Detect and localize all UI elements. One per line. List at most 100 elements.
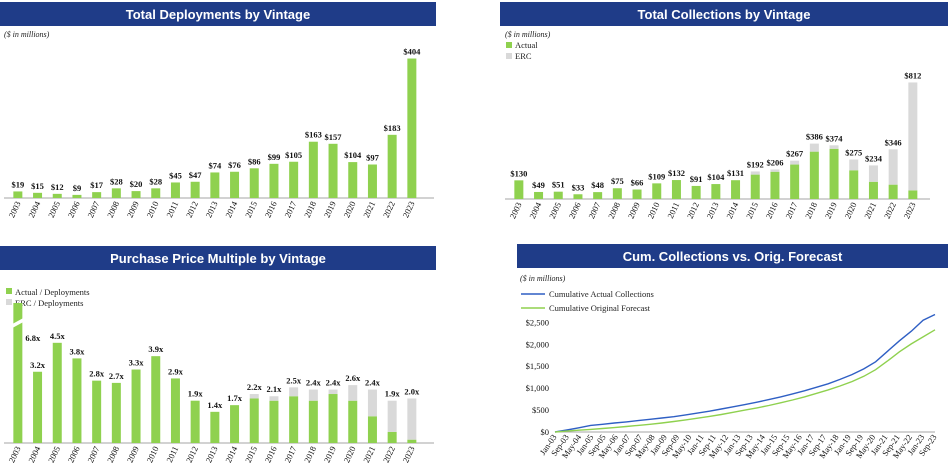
collections-erc-bar-2015: [750, 171, 760, 175]
deployment-bar-2020: [348, 162, 358, 198]
multiple-actual-bar-2021: [367, 416, 377, 443]
deployment-value-label: $20: [130, 179, 143, 189]
multiple-actual-bar-2006: [72, 358, 82, 443]
deployment-value-label: $105: [285, 150, 302, 160]
legend-cum-actual-label: Cumulative Actual Collections: [549, 289, 654, 299]
deployment-bar-2005: [52, 193, 62, 198]
deployment-bar-2014: [230, 171, 240, 198]
deployment-bar-2019: [328, 143, 338, 198]
deployment-value-label: $47: [189, 170, 203, 180]
multiple-erc-bar-2020: [348, 385, 358, 401]
multiple-actual-bar-2015: [249, 398, 259, 443]
deployment-bar-2013: [210, 172, 220, 198]
cumulative-y-tick: $2,000: [526, 339, 549, 349]
collections-total-label: $131: [727, 168, 744, 178]
collections-total-label: $206: [766, 157, 783, 167]
collections-actual-bar-2017: [790, 164, 800, 199]
deployment-value-label: $76: [228, 160, 241, 170]
deployments-units-label: ($ in millions): [4, 30, 50, 39]
multiple-actual-bar-2013: [210, 411, 220, 443]
collections-actual-bar-2016: [770, 171, 780, 199]
deployment-value-label: $17: [90, 180, 104, 190]
legend-cum-forecast-label: Cumulative Original Forecast: [549, 303, 651, 313]
collections-erc-bar-2019: [829, 145, 839, 149]
collections-total-label: $267: [786, 149, 804, 159]
multiple-erc-bar-2016: [269, 396, 279, 401]
multiple-value-label: 2.2x: [247, 382, 263, 392]
collections-total-label: $812: [904, 70, 921, 80]
deployment-value-label: $163: [305, 130, 322, 140]
deployment-value-label: $12: [51, 182, 64, 192]
multiple-actual-bar-2007: [92, 380, 102, 443]
multiple-value-label: 2.1x: [267, 384, 283, 394]
multiple-erc-bar-2019: [328, 389, 338, 395]
cumulative-y-tick: $500: [532, 405, 549, 415]
multiple-actual-bar-2012: [190, 400, 200, 443]
collections-actual-bar-2015: [750, 174, 760, 199]
collections-total-label: $75: [611, 176, 624, 186]
multiple-value-label: 3.9x: [148, 344, 164, 354]
deployment-value-label: $74: [208, 160, 222, 170]
multiple-actual-bar-2004: [33, 371, 43, 443]
collections-erc-bar-2017: [790, 160, 800, 165]
collections-actual-bar-2004: [534, 191, 544, 199]
multiple-value-label: 3.2x: [30, 360, 46, 370]
multiple-value-label: 2.4x: [365, 378, 381, 388]
deployment-bar-2003: [13, 191, 23, 198]
deployment-bar-2009: [131, 191, 141, 198]
collections-total-label: $386: [806, 132, 823, 142]
collections-actual-bar-2014: [731, 180, 741, 199]
collections-actual-bar-2007: [593, 192, 603, 199]
deployment-bar-2012: [190, 181, 200, 198]
collections-title-banner: Total Collections by Vintage: [500, 2, 948, 26]
multiple-actual-bar-2008: [111, 382, 121, 443]
multiple-erc-bar-2018: [308, 389, 318, 401]
multiple-value-label: 2.8x: [89, 369, 105, 379]
multiple-erc-bar-2023: [407, 398, 417, 440]
cumulative-y-tick: $2,500: [526, 317, 549, 327]
deployment-bar-2022: [387, 134, 397, 198]
multiple-value-label: 2.5x: [286, 375, 302, 385]
collections-total-label: $33: [572, 182, 585, 192]
deployment-value-label: $104: [344, 150, 362, 160]
deployment-value-label: $157: [325, 132, 343, 142]
multiple-value-label: 3.3x: [129, 358, 145, 368]
multiple-value-label: 3.8x: [70, 346, 86, 356]
multiple-erc-bar-2017: [289, 387, 299, 397]
axis-break-mark: [12, 318, 24, 328]
legend-actual-swatch: [506, 42, 512, 48]
cumulative-units-label: ($ in millions): [520, 274, 566, 283]
deployment-value-label: $97: [366, 153, 380, 163]
multiple-value-label: 2.6x: [345, 373, 361, 383]
multiple-value-label: 6.8x: [25, 333, 41, 343]
multiple-value-label: 2.9x: [168, 366, 184, 376]
collections-total-label: $374: [826, 133, 844, 143]
collections-erc-bar-2018: [809, 143, 819, 152]
collections-actual-bar-2011: [671, 180, 681, 199]
collections-actual-bar-2023: [908, 190, 918, 199]
multiple-value-label: 1.9x: [385, 389, 401, 399]
multiple-actual-bar-2010: [151, 356, 161, 443]
deployment-bar-2011: [170, 182, 180, 198]
cumulative-y-tick: $1,000: [526, 383, 549, 393]
deployment-bar-2021: [367, 164, 377, 198]
multiple-erc-bar-2015: [249, 394, 259, 399]
collections-actual-bar-2018: [809, 151, 819, 199]
legend-erc-deploy-swatch: [6, 299, 12, 305]
multiple-value-label: 2.4x: [326, 378, 342, 388]
collections-total-label: $132: [668, 168, 685, 178]
deployment-value-label: $404: [403, 47, 421, 57]
legend-actual-deploy-swatch: [6, 288, 12, 294]
deployment-bar-2017: [289, 161, 299, 198]
deployment-bar-2008: [111, 188, 121, 198]
collections-actual-bar-2005: [553, 191, 563, 199]
deployment-value-label: $99: [268, 152, 281, 162]
collections-erc-bar-2016: [770, 169, 780, 172]
multiple-value-label: 4.5x: [50, 331, 66, 341]
collections-actual-bar-2020: [849, 170, 859, 199]
collections-actual-bar-2006: [573, 194, 583, 199]
legend-erc-label: ERC: [515, 51, 532, 61]
cumulative-y-tick: $1,500: [526, 361, 549, 371]
collections-total-label: $49: [532, 180, 545, 190]
